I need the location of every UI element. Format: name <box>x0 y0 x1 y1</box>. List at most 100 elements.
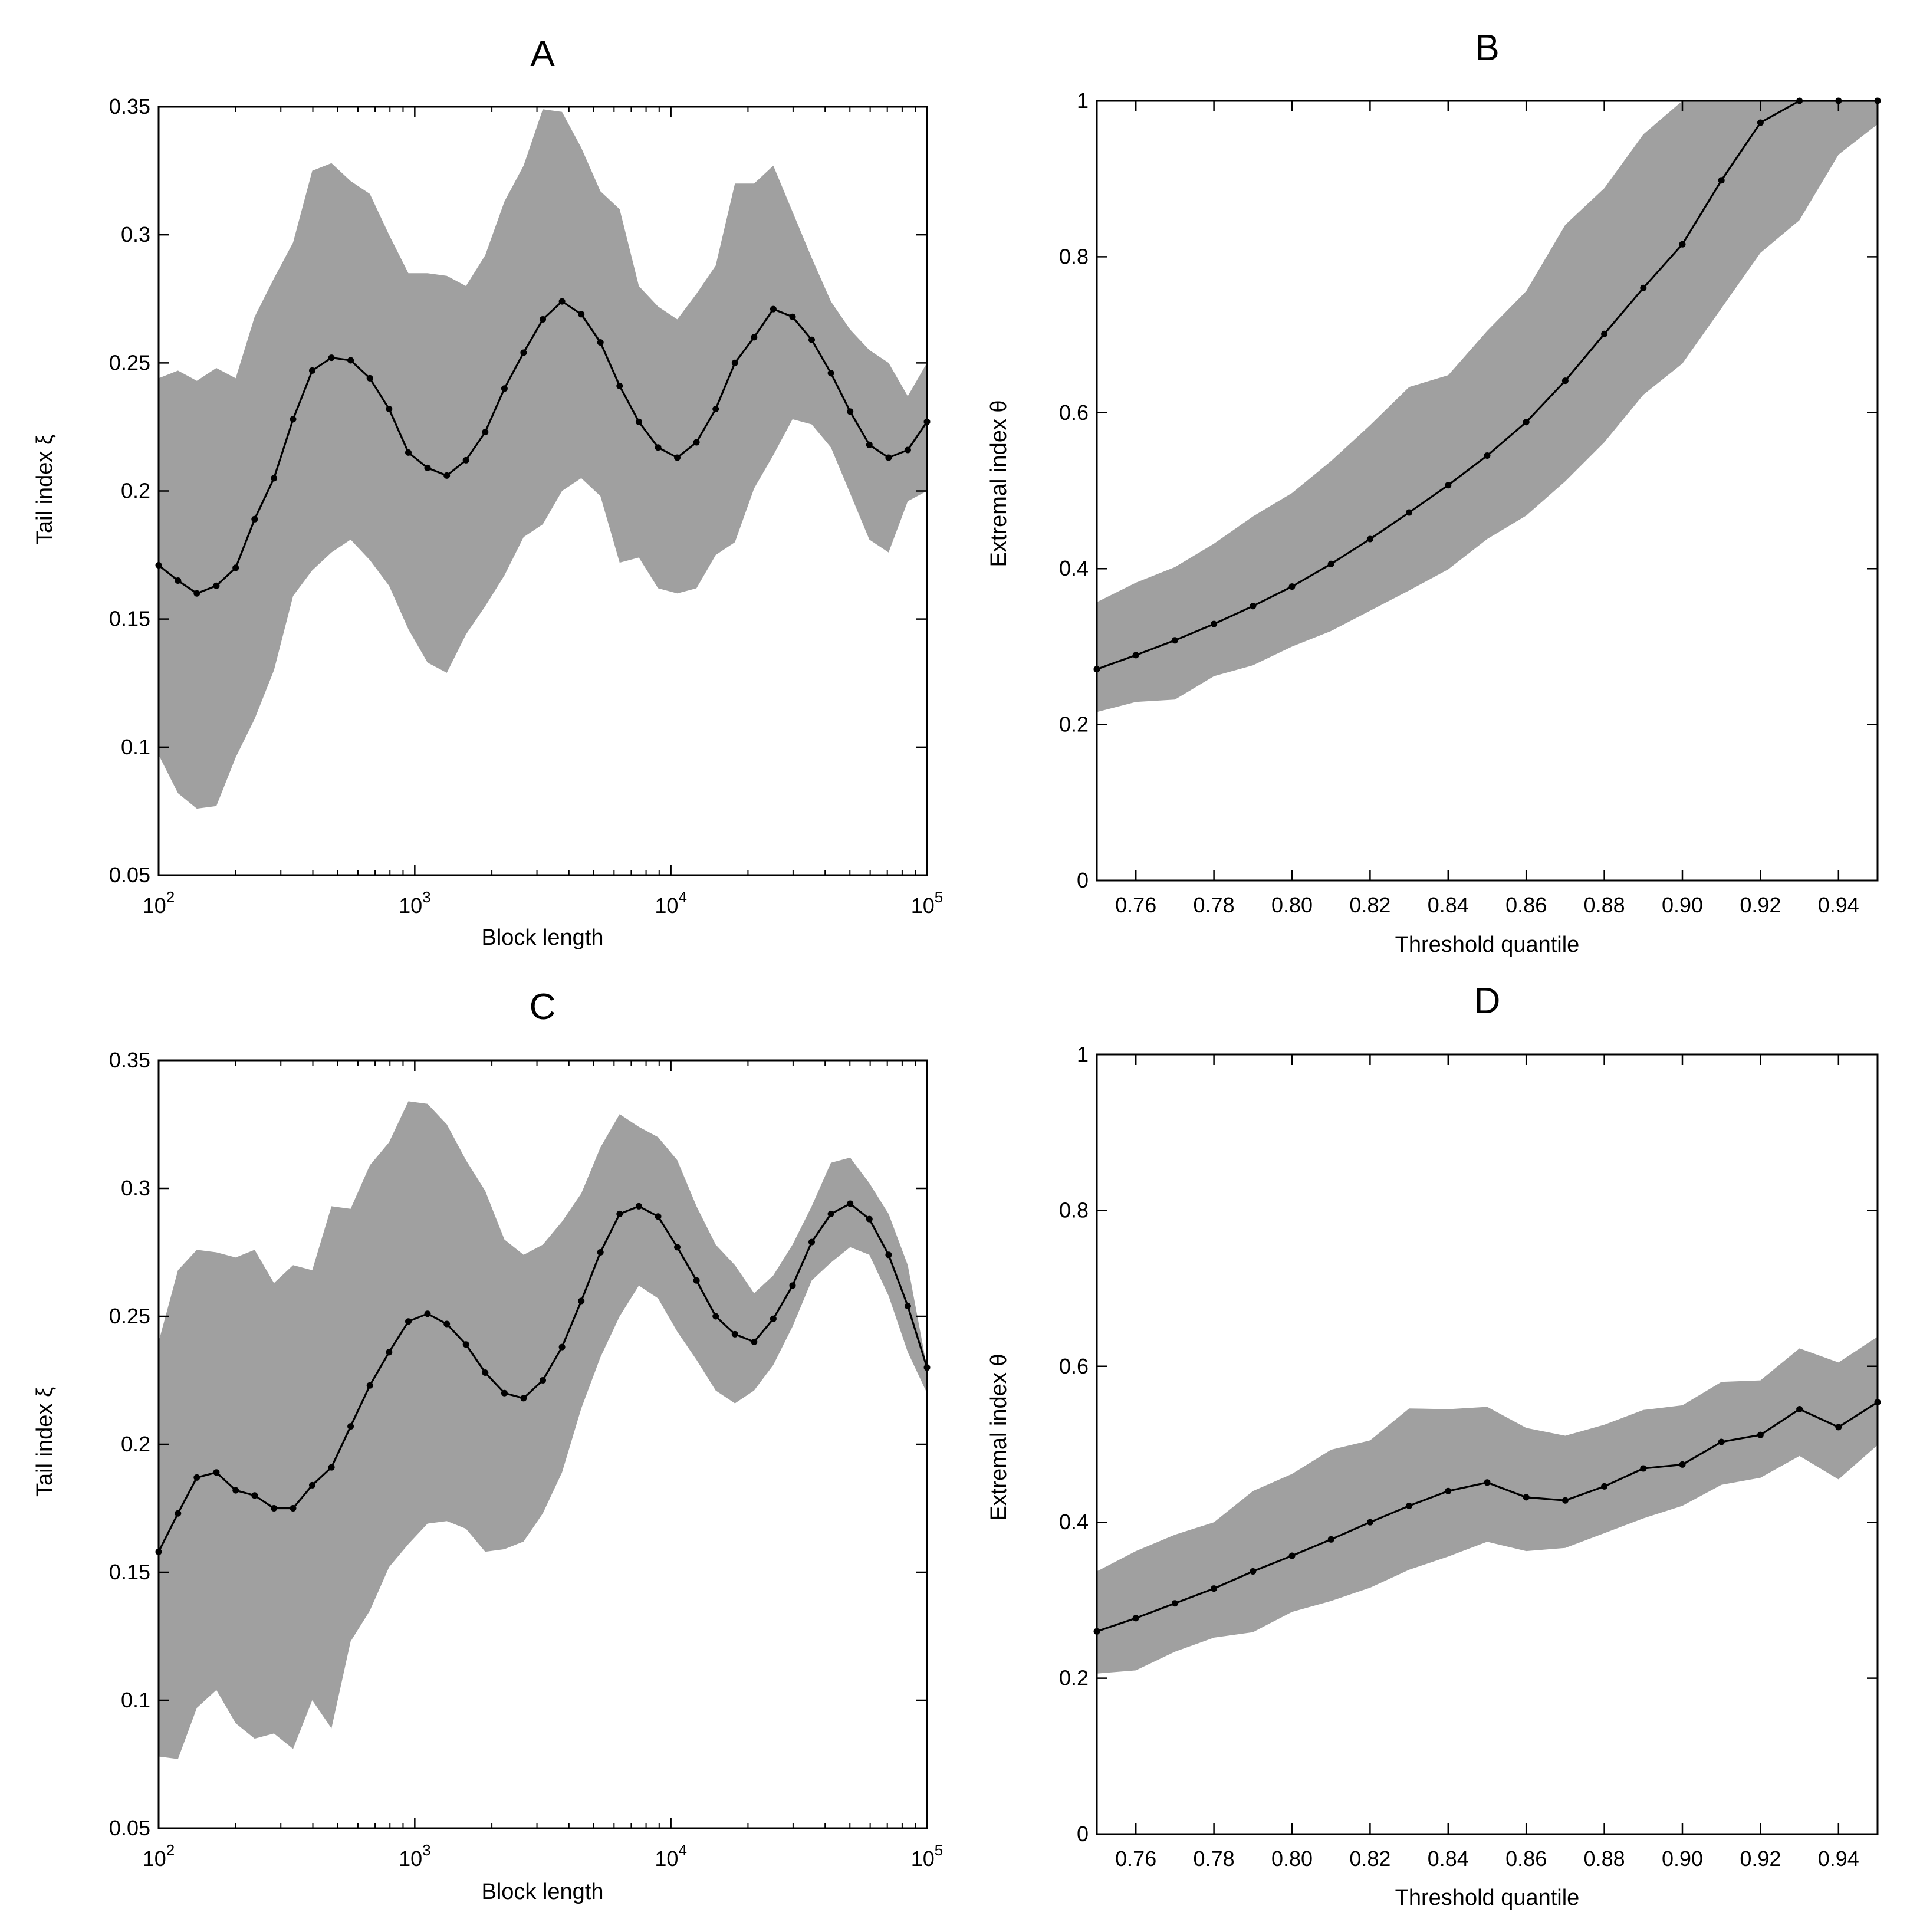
x-tick-label: 0.80 <box>1271 893 1313 917</box>
x-tick-label: 0.82 <box>1349 893 1390 917</box>
x-tick-label: 102 <box>143 1841 175 1871</box>
data-point <box>1327 560 1334 567</box>
data-point <box>578 1297 585 1305</box>
y-tick-label: 0.25 <box>109 1304 150 1328</box>
data-point <box>347 1423 354 1430</box>
data-point <box>693 1277 700 1284</box>
panel-title: C <box>530 987 556 1027</box>
data-point <box>366 374 373 382</box>
x-tick-label: 103 <box>399 888 431 918</box>
data-point <box>1757 1431 1764 1438</box>
y-axis-label: Tail index ξ <box>32 1387 57 1497</box>
data-point <box>1523 1494 1530 1501</box>
data-point <box>674 1244 681 1251</box>
data-point <box>386 406 393 412</box>
x-axis-label: Block length <box>481 925 603 950</box>
x-tick-label: 0.78 <box>1194 1846 1235 1871</box>
data-point <box>847 408 854 415</box>
x-tick-label: 104 <box>655 1841 687 1871</box>
y-tick-label: 1 <box>1077 88 1089 113</box>
data-point <box>424 1310 431 1317</box>
data-point <box>520 1395 527 1402</box>
data-point <box>1679 241 1686 248</box>
data-point <box>1484 452 1491 459</box>
data-point <box>366 1382 373 1389</box>
data-point <box>232 564 239 571</box>
data-point <box>501 385 508 392</box>
y-axis-label: Extremal index θ <box>987 1353 1011 1520</box>
data-point <box>193 590 200 597</box>
data-point <box>1445 1487 1452 1494</box>
panel-title: D <box>1474 981 1501 1021</box>
confidence-band <box>159 1101 927 1759</box>
data-point <box>904 1303 911 1310</box>
data-point <box>1640 1465 1647 1472</box>
x-tick-label: 0.94 <box>1818 893 1859 917</box>
y-tick-label: 0.2 <box>1059 712 1089 737</box>
data-point <box>712 406 719 412</box>
data-point <box>1601 330 1608 337</box>
data-point <box>175 577 182 584</box>
data-point <box>1445 482 1452 489</box>
data-point <box>751 1338 758 1345</box>
y-tick-label: 0.05 <box>109 1816 150 1840</box>
x-tick-label: 0.82 <box>1349 1846 1390 1871</box>
data-point <box>462 1341 469 1348</box>
data-point <box>328 354 335 362</box>
data-point <box>328 1464 335 1471</box>
data-point <box>1640 284 1647 291</box>
plot-frame <box>1096 100 1879 882</box>
data-point <box>712 1313 719 1320</box>
y-tick-label: 0.15 <box>109 607 150 631</box>
x-axis-label: Block length <box>481 1880 603 1904</box>
y-tick-label: 0.1 <box>121 735 150 759</box>
data-point <box>904 446 911 454</box>
x-tick-label: 102 <box>143 888 175 918</box>
data-point <box>674 454 681 461</box>
data-point <box>597 1249 604 1256</box>
x-axis-label: Threshold quantile <box>1395 932 1580 957</box>
y-tick-label: 0.6 <box>1059 400 1089 425</box>
plot-frame <box>1096 1053 1879 1835</box>
data-point <box>1288 1552 1296 1559</box>
confidence-band <box>1097 101 1878 712</box>
data-point <box>808 1238 815 1246</box>
y-tick-label: 0.15 <box>109 1560 150 1584</box>
data-point <box>1406 509 1413 516</box>
data-point <box>1132 652 1139 659</box>
data-point <box>1757 119 1764 126</box>
data-point <box>827 1210 834 1217</box>
x-tick-label: 0.94 <box>1818 1846 1859 1871</box>
data-point <box>655 1213 662 1220</box>
data-point <box>1718 177 1725 184</box>
x-tick-label: 0.84 <box>1428 893 1469 917</box>
data-point <box>482 429 489 436</box>
x-tick-label: 0.80 <box>1271 1846 1313 1871</box>
y-tick-label: 0.25 <box>109 350 150 374</box>
data-point <box>175 1510 182 1517</box>
data-point <box>1211 1585 1218 1592</box>
x-tick-label: 0.90 <box>1662 893 1703 917</box>
data-point <box>1132 1615 1139 1622</box>
data-point <box>1484 1479 1491 1486</box>
x-tick-label: 0.84 <box>1428 1846 1469 1871</box>
y-tick-label: 0.8 <box>1059 244 1089 268</box>
data-point <box>789 313 796 320</box>
data-point <box>424 464 431 471</box>
x-tick-label: 105 <box>911 1841 944 1871</box>
y-tick-label: 0.1 <box>121 1688 150 1712</box>
data-point <box>578 311 585 318</box>
x-tick-label: 103 <box>399 1841 431 1871</box>
data-point <box>213 1469 220 1476</box>
y-tick-label: 0 <box>1077 1822 1089 1846</box>
x-tick-label: 0.86 <box>1505 1846 1547 1871</box>
data-point <box>1288 583 1296 590</box>
data-point <box>770 1315 777 1322</box>
y-tick-label: 0.35 <box>109 1048 150 1072</box>
panel-title: A <box>530 34 555 74</box>
data-point <box>405 449 412 456</box>
panel-b: B 0 0.2 0.4 0.6 0.8 1 0.76 0.78 0.80 0.82 0.84 0.86… <box>987 28 1881 957</box>
data-point <box>616 382 623 389</box>
